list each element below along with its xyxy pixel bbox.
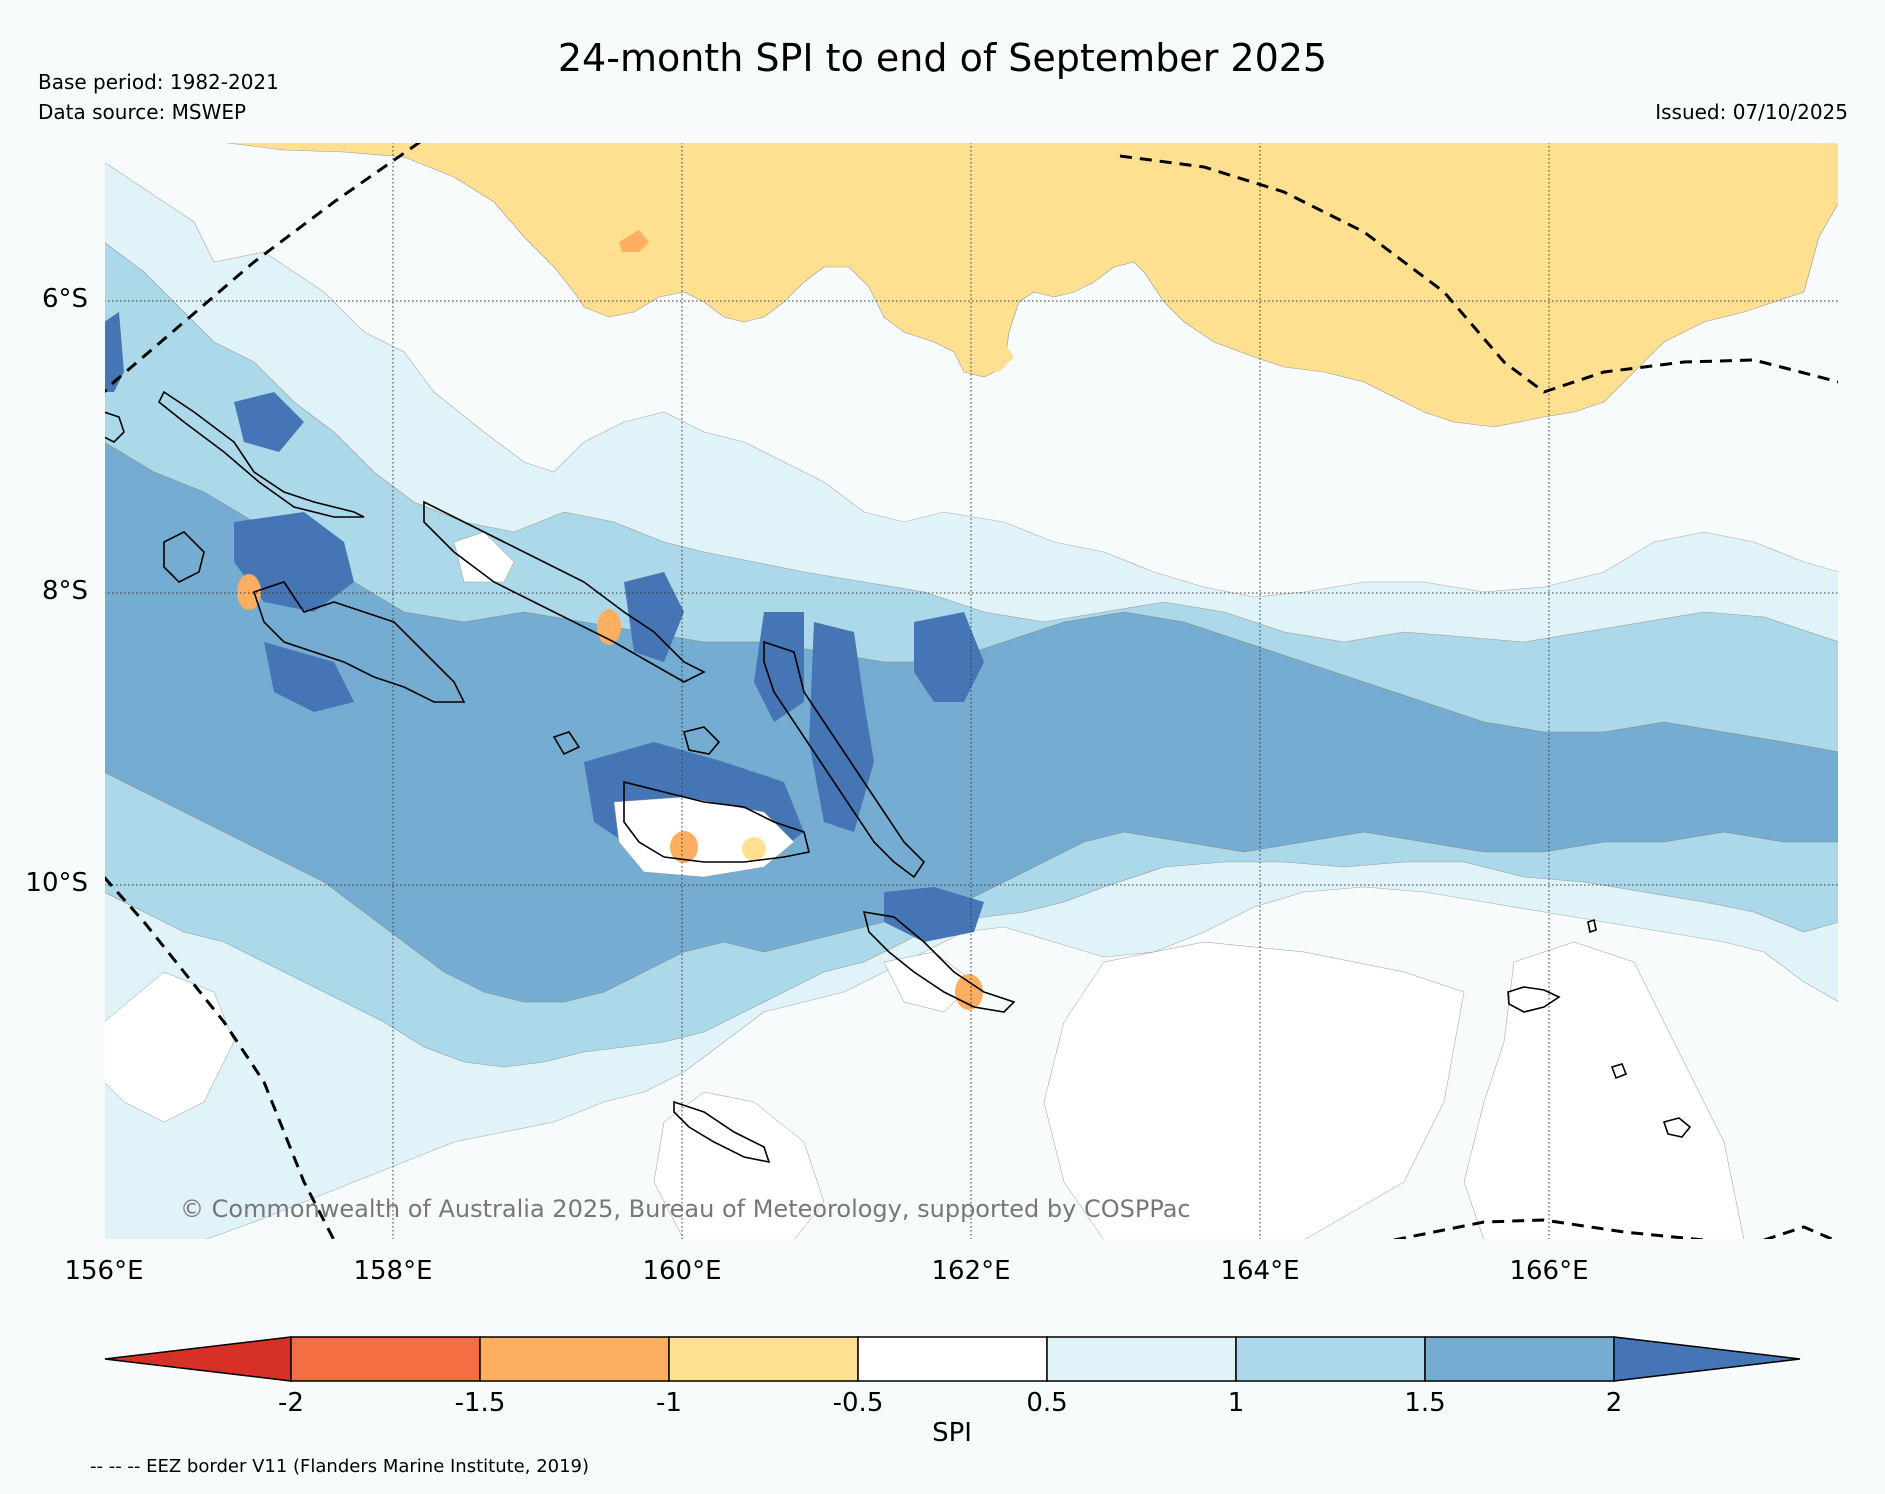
very-wet-patch-3 [234, 512, 354, 612]
colorbar-segment-m15_m1 [479, 1336, 670, 1382]
colorbar-tick-15: 1.5 [1404, 1388, 1446, 1418]
colorbar-segment-m05_05 [857, 1336, 1048, 1382]
spi-map [104, 142, 1839, 1240]
lat-label-10s: 10°S [25, 868, 88, 898]
colorbar-segment-05_1 [1046, 1336, 1237, 1382]
colorbar-tick-m2: -2 [278, 1388, 304, 1418]
colorbar-tick-05: 0.5 [1026, 1388, 1068, 1418]
neutral-patch-7 [1043, 941, 1465, 1240]
very-wet-patch-9 [914, 612, 984, 702]
island-utupua [1610, 1063, 1628, 1080]
eez-border-note: -- -- -- EEZ border V11 (Flanders Marine… [90, 1456, 590, 1477]
colorbar-extend-low [104, 1336, 292, 1382]
neutral-patch-2 [453, 531, 515, 583]
lon-label-160e: 160°E [642, 1256, 722, 1286]
colorbar-segment-15_2 [1424, 1336, 1615, 1382]
colorbar-extend-high [1613, 1336, 1801, 1382]
island-malaita [763, 640, 926, 879]
neutral-patch-4 [653, 1091, 825, 1240]
colorbar-tick-2: 2 [1605, 1388, 1623, 1418]
dry-anomaly-small [619, 230, 649, 252]
very-wet-patch-2 [234, 392, 304, 452]
graticule [104, 142, 1839, 1240]
lat-label-6s: 6°S [41, 284, 88, 314]
very-wet-patch-7 [754, 612, 804, 722]
issued-date: Issued: 07/10/2025 [1655, 100, 1848, 124]
lon-label-166e: 166°E [1509, 1256, 1589, 1286]
island-vella [163, 531, 205, 583]
lon-label-158e: 158°E [353, 1256, 433, 1286]
island-russell [552, 731, 581, 756]
island-vanikoro [1662, 1117, 1692, 1138]
very-wet-patch-1 [104, 312, 124, 392]
map-title: 24-month SPI to end of September 2025 [557, 36, 1328, 80]
dry-spot-4 [742, 837, 766, 861]
neutral-patch-5 [104, 971, 235, 1123]
lon-label-162e: 162°E [931, 1256, 1011, 1286]
very-wet-patch-5 [624, 572, 684, 662]
very-wet-patch-10 [884, 887, 984, 942]
colorbar-tick-m05: -0.5 [832, 1388, 884, 1418]
data-source: Data source: MSWEP [38, 100, 247, 124]
dry-spot-1 [237, 574, 261, 610]
lon-label-156e: 156°E [64, 1256, 144, 1286]
base-period: Base period: 1982-2021 [38, 70, 279, 94]
colorbar-segment-m2_m15 [290, 1336, 481, 1382]
island-santa-isabel [423, 500, 706, 683]
colorbar-segment-1_15 [1235, 1336, 1426, 1382]
eez-borders [104, 142, 1839, 1240]
island-choiseul [157, 390, 365, 518]
copyright-credit: © Commonwealth of Australia 2025, Bureau… [180, 1195, 1191, 1223]
very-wet-patch-8 [809, 622, 874, 832]
lat-label-8s: 8°S [41, 576, 88, 606]
dry-region-spot [974, 342, 1014, 372]
very-wet-patch-4 [264, 642, 354, 712]
island-makira [862, 911, 1016, 1013]
lon-label-164e: 164°E [1220, 1256, 1300, 1286]
colorbar-segment-m1_m05 [668, 1336, 859, 1382]
island-guadalcanal [623, 780, 810, 863]
spi-colorbar [104, 1336, 1801, 1382]
colorbar-tick-m1: -1 [656, 1388, 682, 1418]
island-tikopia [1587, 918, 1597, 934]
island-new-georgia [252, 581, 466, 703]
dry-region-north [219, 142, 1839, 428]
neutral-patch-6 [1463, 941, 1745, 1240]
island-santa-cruz [1507, 986, 1561, 1013]
colorbar-tick-m15: -1.5 [454, 1388, 506, 1418]
dry-spot-3 [670, 831, 698, 863]
colorbar-tick-1: 1 [1227, 1388, 1245, 1418]
colorbar-label: SPI [932, 1418, 972, 1448]
island-bougainville-tip [104, 411, 125, 443]
island-florida [683, 726, 721, 755]
